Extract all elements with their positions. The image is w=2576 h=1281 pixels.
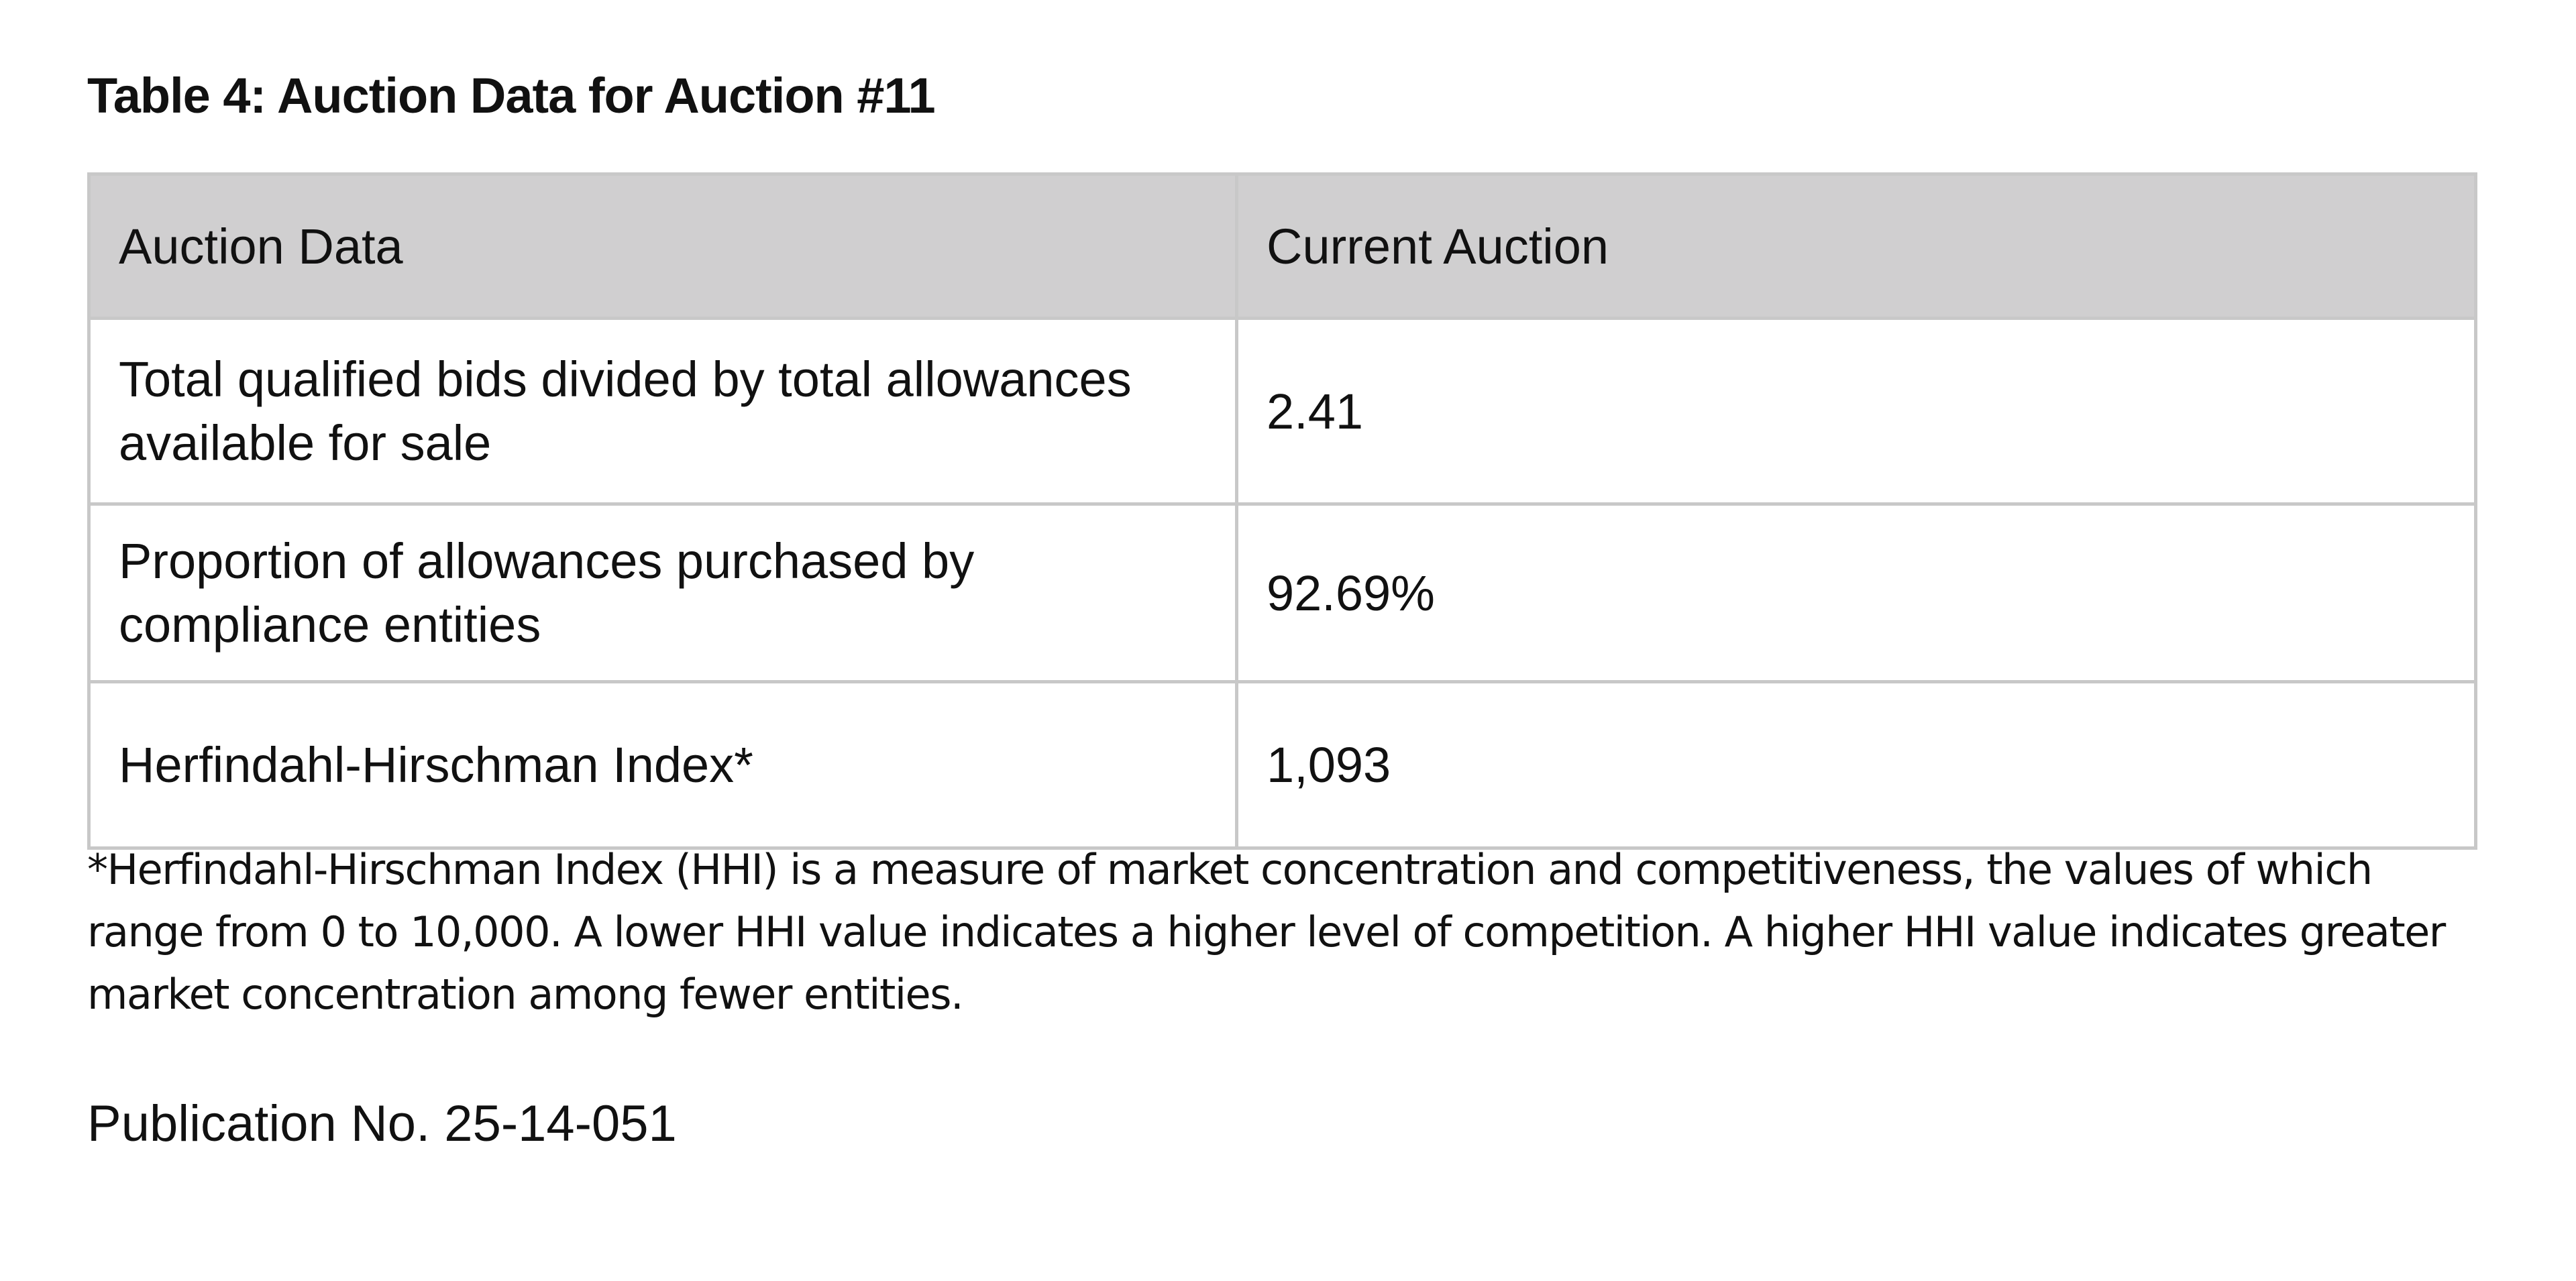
row-value-compliance-proportion: 92.69% (1235, 502, 2477, 683)
row-label-hhi: Herfindahl-Hirschman Index* (87, 680, 1238, 850)
row-label-compliance-proportion: Proportion of allowances purchased by co… (87, 502, 1238, 683)
column-header-current-auction: Current Auction (1235, 172, 2477, 320)
table-footnote: *Herfindahl-Hirschman Index (HHI) is a m… (87, 845, 2446, 1019)
column-header-auction-data: Auction Data (87, 172, 1238, 320)
table-row: Herfindahl-Hirschman Index* 1,093 (87, 680, 2477, 850)
row-value-bid-ratio: 2.41 (1235, 317, 2477, 506)
table-row: Proportion of allowances purchased by co… (87, 502, 2477, 683)
table-row: Total qualified bids divided by total al… (87, 317, 2477, 506)
publication-number: Publication No. 25-14-051 (87, 1095, 677, 1152)
auction-data-table: Auction Data Current Auction Total quali… (87, 172, 2477, 850)
row-label-bid-ratio: Total qualified bids divided by total al… (87, 317, 1238, 506)
table-title: Table 4: Auction Data for Auction #11 (87, 68, 936, 123)
table-header-row: Auction Data Current Auction (87, 172, 2477, 320)
row-value-hhi: 1,093 (1235, 680, 2477, 850)
